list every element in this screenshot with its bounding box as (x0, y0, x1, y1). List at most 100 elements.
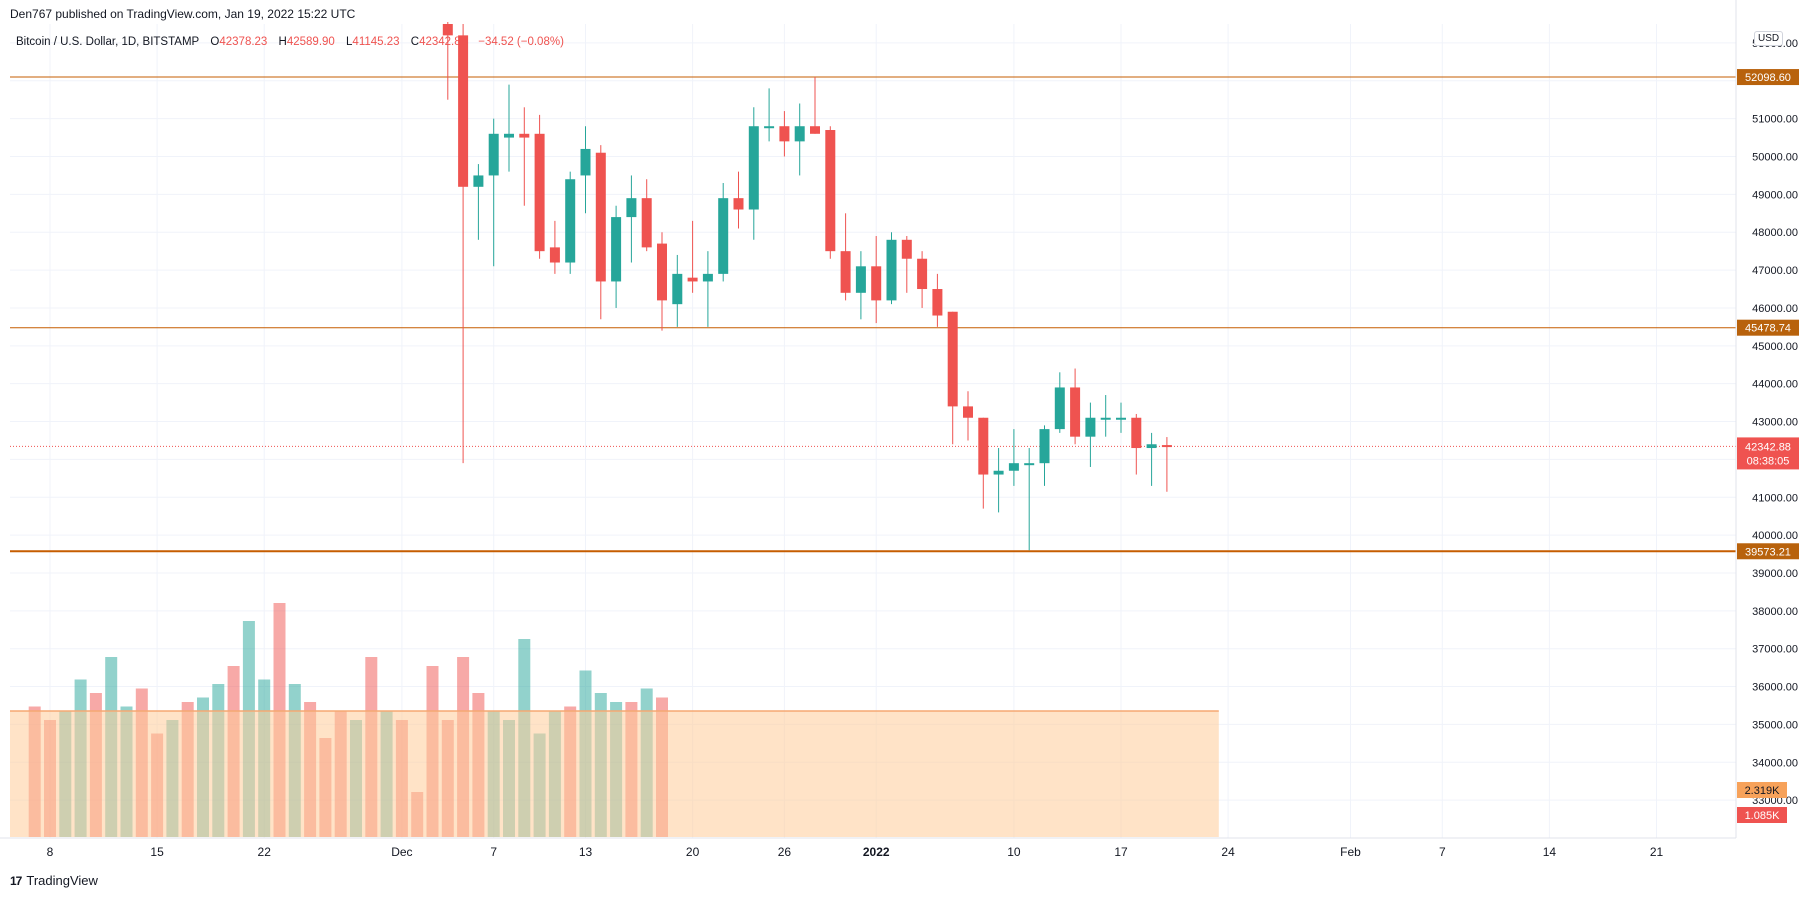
x-tick-label: 20 (686, 845, 700, 859)
candle (1054, 372, 1065, 433)
y-tick-label: 43000.00 (1752, 417, 1798, 429)
legend-open-value: 42378.23 (219, 36, 268, 48)
legend-close-value: 42342.88 (419, 36, 468, 48)
candle-body (534, 133, 545, 252)
candle (1024, 448, 1035, 551)
candle-body (519, 133, 530, 138)
candle (641, 179, 652, 252)
candle-body (1008, 463, 1019, 471)
symbol-legend: Bitcoin / U.S. Dollar, 1D, BITSTAMP O423… (16, 36, 564, 48)
y-tick-label: 48000.00 (1752, 227, 1798, 239)
level-price-tag (1737, 319, 1799, 336)
y-tick-label: 38000.00 (1752, 606, 1798, 618)
candle (1085, 402, 1096, 467)
candle (1008, 429, 1019, 486)
current-price-label: 42342.88 (1745, 441, 1791, 453)
candle (1070, 368, 1081, 445)
candle-body (1161, 445, 1172, 448)
candle (458, 24, 469, 464)
price-tags: 52098.60 45478.74 39573.21 42342.88 08:38:05… (1737, 69, 1799, 823)
volume-pane (10, 603, 1219, 837)
candle-body (901, 239, 912, 259)
candle-body (917, 258, 928, 290)
y-tick-label: 40000.00 (1752, 530, 1798, 542)
x-tick-label: 13 (579, 845, 593, 859)
level-price-label: 39573.21 (1745, 546, 1791, 558)
candle (657, 232, 667, 331)
y-tick-label: 44000.00 (1752, 379, 1798, 391)
candle (595, 145, 606, 320)
candle-body (1100, 417, 1111, 420)
candle-body (733, 198, 744, 210)
candle (779, 111, 790, 157)
axes: 33000.00 34000.00 35000.00 36000.00 37000.00… (0, 0, 1798, 859)
candle (488, 118, 499, 267)
y-tick-label: 41000.00 (1752, 492, 1798, 504)
volume-ma-tag (1737, 782, 1787, 798)
legend-low-value: 41145.23 (352, 36, 400, 48)
candle (1131, 413, 1142, 475)
candle (504, 84, 514, 172)
candle-body (641, 198, 652, 248)
footer-brand[interactable]: 17 TradingView (10, 873, 98, 888)
candle-body (810, 126, 820, 134)
x-tick-label: 26 (778, 845, 792, 859)
level-price-tag (1737, 69, 1799, 86)
candle (1161, 437, 1172, 492)
y-tick-label: 35000.00 (1752, 719, 1798, 731)
legend-high-value: 42589.90 (286, 36, 335, 48)
y-tick-label: 34000.00 (1752, 757, 1798, 769)
x-tick-label: 10 (1007, 845, 1021, 859)
level-price-label: 52098.60 (1745, 72, 1791, 84)
candle-body (611, 217, 622, 282)
x-tick-label: 2022 (863, 845, 890, 859)
candle (580, 126, 591, 214)
x-tick-label: 15 (150, 845, 164, 859)
x-tick-label: 8 (47, 845, 54, 859)
candle (978, 417, 989, 509)
candle-body (488, 133, 499, 176)
x-tick-label: Dec (391, 845, 412, 859)
candle-body (963, 406, 973, 418)
candle (442, 22, 453, 100)
candle-body (595, 152, 606, 282)
x-tick-label: 7 (490, 845, 497, 859)
candle (917, 251, 928, 308)
candle (932, 273, 943, 327)
level-price-label: 45478.74 (1745, 323, 1791, 335)
candle-body (657, 243, 667, 301)
current-price-tag (1737, 437, 1799, 470)
volume-last-tag (1737, 807, 1787, 823)
candle-body (1146, 444, 1157, 449)
candle (947, 311, 958, 445)
x-tick-label: 21 (1650, 845, 1664, 859)
candle-body (825, 130, 836, 252)
candle-body (580, 148, 591, 176)
candle-body (764, 126, 775, 129)
x-tick-label: 24 (1221, 845, 1235, 859)
level-price-tag (1737, 543, 1799, 560)
y-tick-label: 37000.00 (1752, 644, 1798, 656)
horizontal-levels (10, 76, 1736, 553)
currency-button[interactable]: USD (1754, 31, 1784, 46)
volume-ma-label: 2.319K (1745, 785, 1781, 797)
candle-body (1116, 417, 1126, 420)
candle-body (626, 198, 637, 218)
candle (519, 107, 530, 206)
y-tick-label: 49000.00 (1752, 189, 1798, 201)
candle (702, 251, 713, 327)
volume-ma-area (10, 711, 1219, 837)
candle-body (978, 417, 989, 475)
candle-body (947, 311, 958, 407)
y-tick-label: 51000.00 (1752, 114, 1798, 126)
legend-low-label: L (346, 36, 353, 48)
candle-body (718, 198, 729, 274)
candle-body (504, 133, 514, 138)
candle-body (687, 277, 698, 282)
y-tick-label: 47000.00 (1752, 265, 1798, 277)
candle (549, 220, 560, 274)
candle-body (442, 24, 453, 36)
candle (565, 171, 576, 274)
candle-body (672, 273, 683, 305)
